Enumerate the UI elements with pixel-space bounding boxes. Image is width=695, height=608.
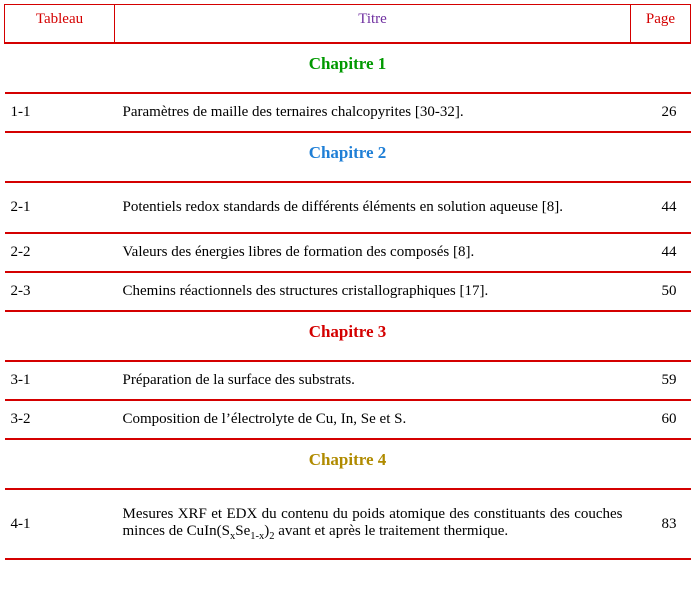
chapter-label: Chapitre 2 <box>309 143 387 162</box>
cell-page: 50 <box>631 272 691 311</box>
cell-tableau: 2-1 <box>5 182 115 233</box>
cell-tableau: 3-2 <box>5 400 115 439</box>
chapter-heading-2: Chapitre 2 <box>5 132 691 182</box>
chapter-heading-4: Chapitre 4 <box>5 439 691 489</box>
table-row: 3-2 Composition de l’électrolyte de Cu, … <box>5 400 691 439</box>
cell-titre: Valeurs des énergies libres de formation… <box>115 233 631 272</box>
list-of-tables: Tableau Titre Page Chapitre 1 1-1 Paramè… <box>4 4 691 560</box>
cell-titre: Paramètres de maille des ternaires chalc… <box>115 93 631 132</box>
cell-tableau: 1-1 <box>5 93 115 132</box>
cell-titre: Composition de l’électrolyte de Cu, In, … <box>115 400 631 439</box>
header-page: Page <box>631 5 691 44</box>
table-row: 2-3 Chemins réactionnels des structures … <box>5 272 691 311</box>
table-row: 2-2 Valeurs des énergies libres de forma… <box>5 233 691 272</box>
header-titre: Titre <box>115 5 631 44</box>
cell-titre: Potentiels redox standards de différents… <box>115 182 631 233</box>
cell-tableau: 3-1 <box>5 361 115 400</box>
cell-page: 26 <box>631 93 691 132</box>
cell-page: 83 <box>631 489 691 559</box>
cell-page: 60 <box>631 400 691 439</box>
table-header-row: Tableau Titre Page <box>5 5 691 44</box>
cell-titre: Chemins réactionnels des structures cris… <box>115 272 631 311</box>
table-row: 1-1 Paramètres de maille des ternaires c… <box>5 93 691 132</box>
cell-tableau: 2-3 <box>5 272 115 311</box>
cell-tableau: 2-2 <box>5 233 115 272</box>
header-tableau: Tableau <box>5 5 115 44</box>
cell-titre: Préparation de la surface des substrats. <box>115 361 631 400</box>
chapter-heading-1: Chapitre 1 <box>5 43 691 93</box>
chapter-label: Chapitre 1 <box>309 54 387 73</box>
table-row: 4-1 Mesures XRF et EDX du contenu du poi… <box>5 489 691 559</box>
table-row: 2-1 Potentiels redox standards de différ… <box>5 182 691 233</box>
cell-page: 59 <box>631 361 691 400</box>
table-row: 3-1 Préparation de la surface des substr… <box>5 361 691 400</box>
chapter-label: Chapitre 3 <box>309 322 387 341</box>
chapter-label: Chapitre 4 <box>309 450 387 469</box>
cell-page: 44 <box>631 182 691 233</box>
cell-titre: Mesures XRF et EDX du contenu du poids a… <box>115 489 631 559</box>
cell-page: 44 <box>631 233 691 272</box>
chapter-heading-3: Chapitre 3 <box>5 311 691 361</box>
cell-tableau: 4-1 <box>5 489 115 559</box>
